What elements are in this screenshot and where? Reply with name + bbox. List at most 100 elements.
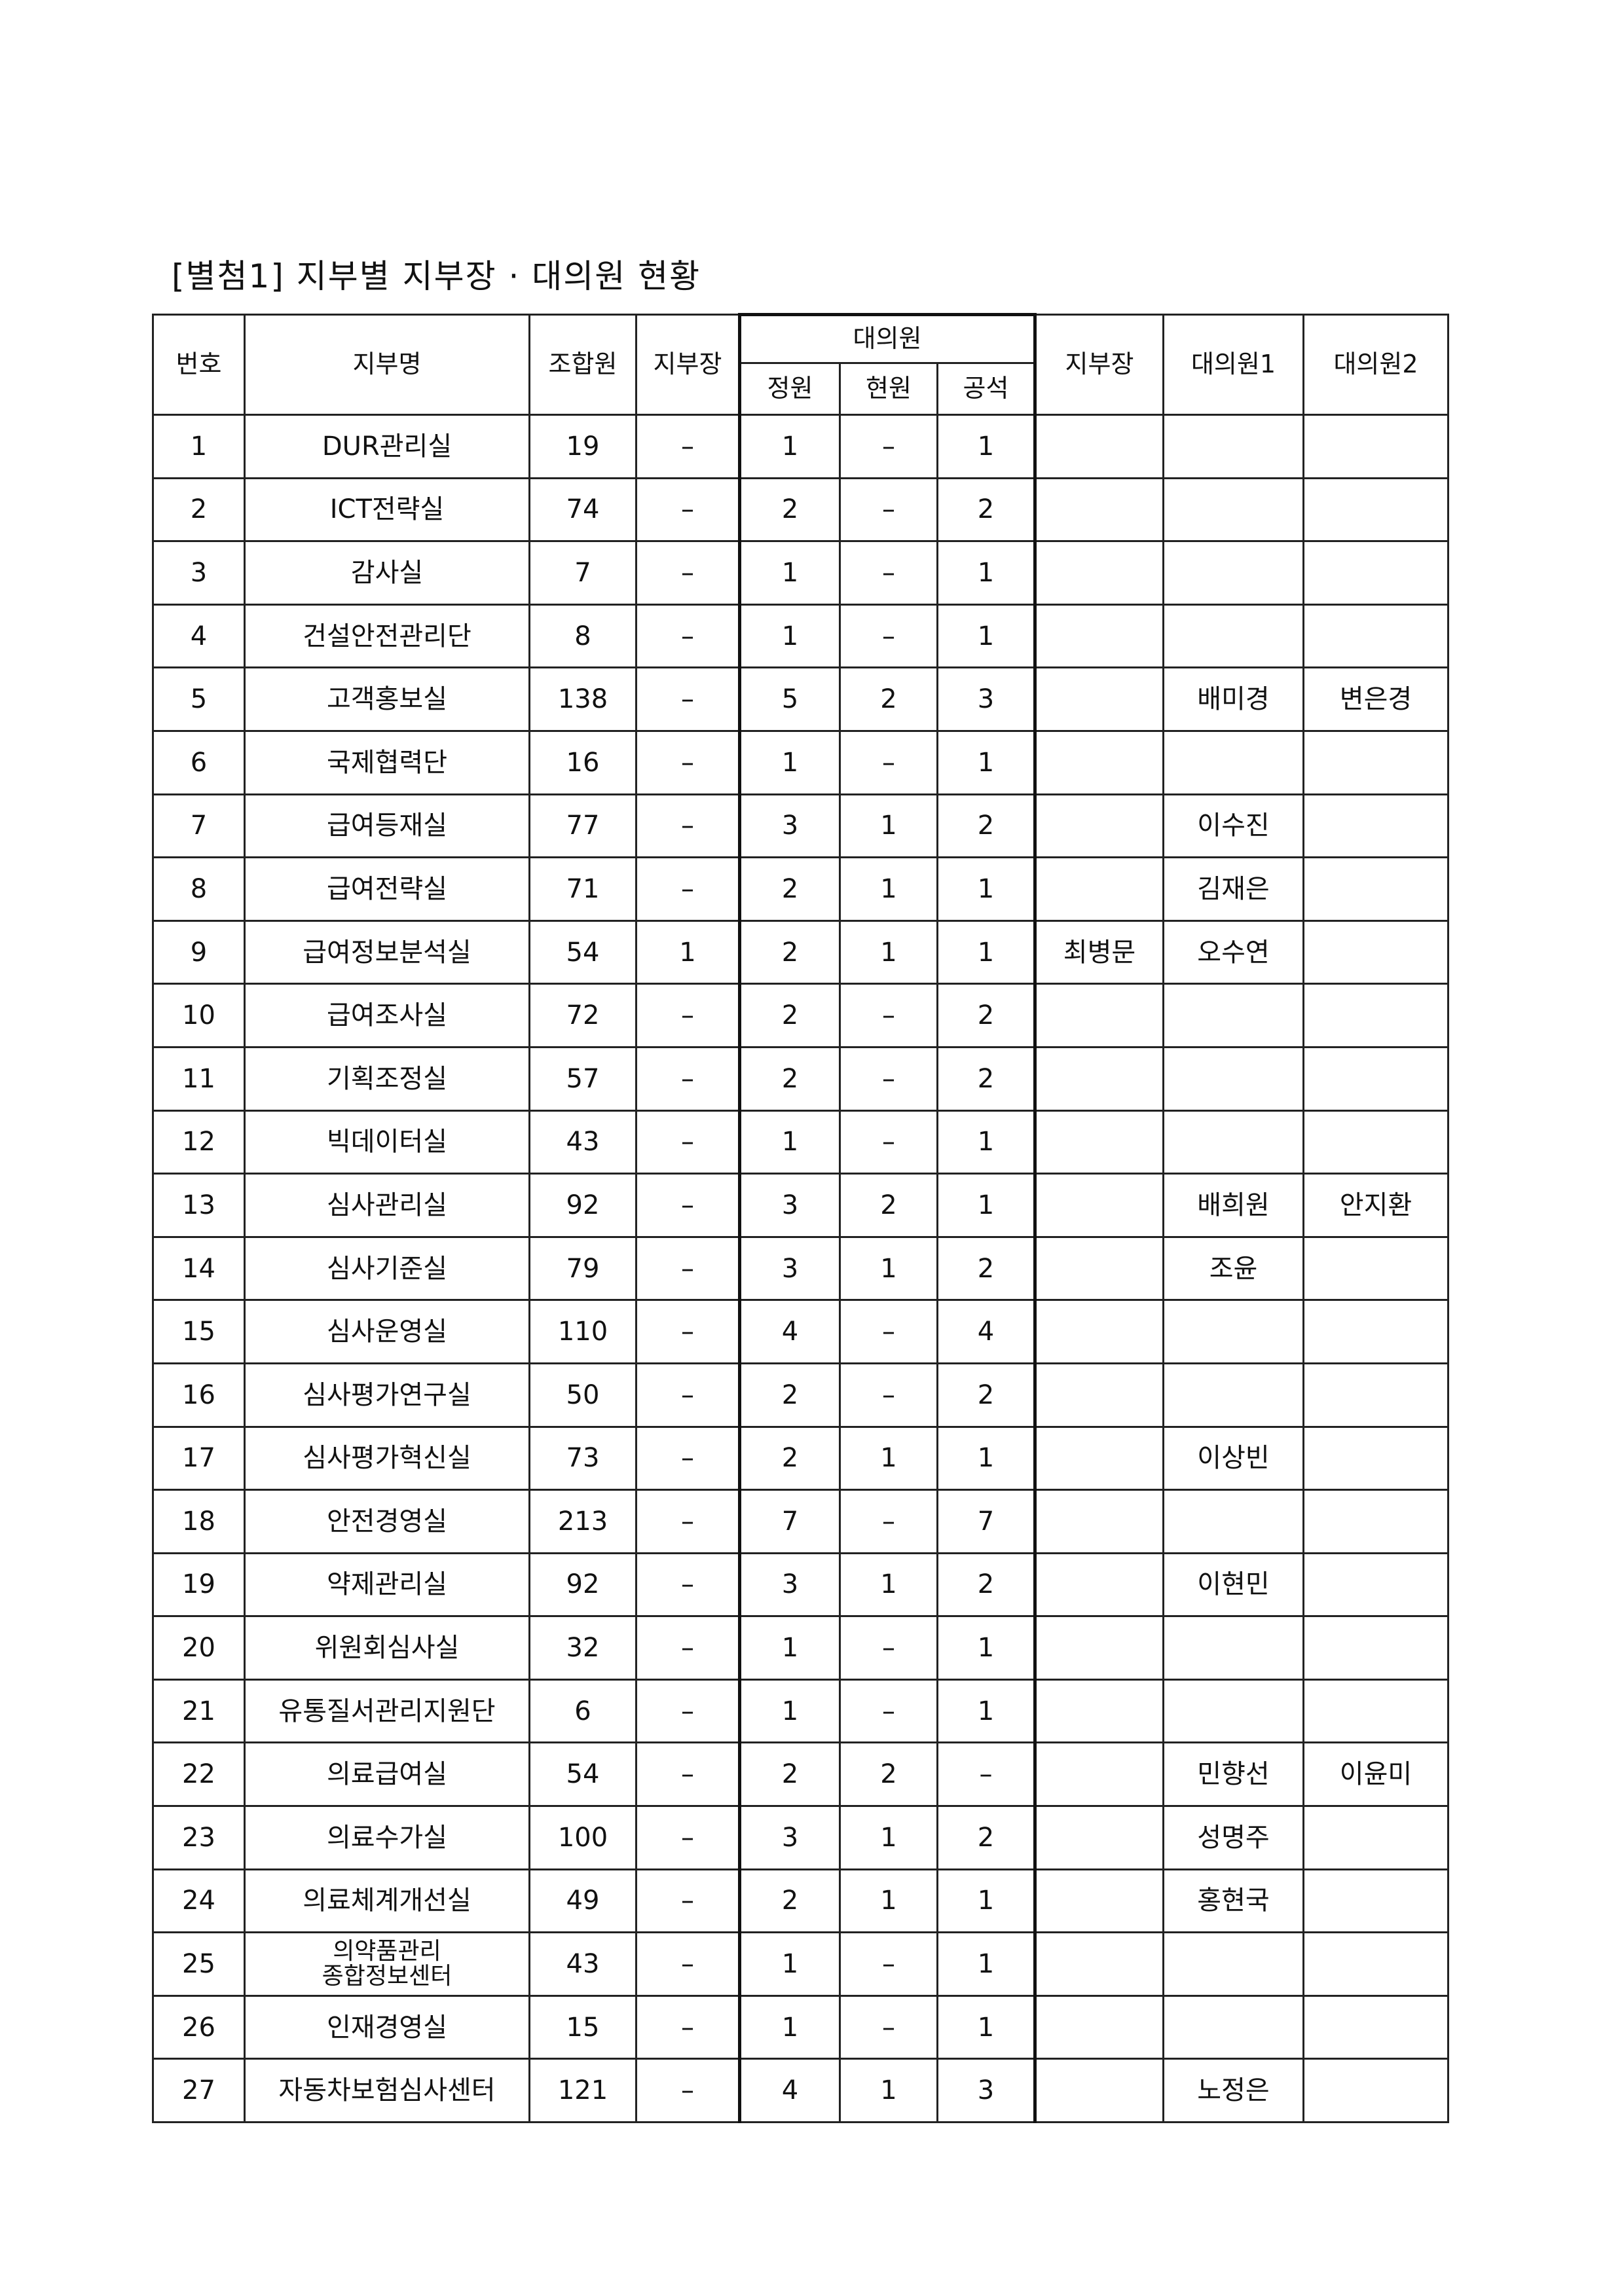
cell-delegate1: 조윤 (1162, 1235, 1304, 1302)
cell-chief-count: – (635, 1615, 741, 1681)
cell-quota: 1 (738, 1678, 841, 1744)
cell-vacancy: 1 (936, 1931, 1037, 1997)
cell-chief-name (1034, 1489, 1164, 1554)
table-row: 18 안전경영실 213–7–7 (152, 1489, 1449, 1554)
cell-no: 7 (152, 793, 246, 859)
branch-delegate-table: 번호 지부명 조합원 지부장 대의원 지부장 대의원1 대의원2 정원 현원 공… (152, 313, 1449, 2124)
cell-current: – (839, 1299, 938, 1364)
cell-no: 17 (152, 1425, 246, 1491)
cell-chief-count: – (635, 983, 741, 1048)
cell-chief-name (1034, 1425, 1164, 1491)
cell-vacancy: 1 (936, 919, 1037, 985)
cell-quota: 3 (738, 1235, 841, 1302)
cell-vacancy: 2 (936, 477, 1037, 543)
cell-delegate1 (1162, 1362, 1304, 1428)
cell-no: 4 (152, 603, 246, 669)
cell-delegate1 (1162, 1109, 1304, 1175)
cell-delegate1 (1162, 477, 1304, 543)
cell-delegate2 (1302, 1868, 1449, 1934)
cell-current: 2 (839, 1741, 938, 1808)
cell-members: 71 (528, 856, 637, 922)
cell-branch: 유통질서관리지원단 (244, 1678, 530, 1744)
cell-current: – (839, 414, 938, 479)
cell-current: – (839, 1994, 938, 2060)
cell-current: – (839, 1109, 938, 1175)
cell-members: 121 (528, 2058, 637, 2124)
cell-chief-count: – (635, 1931, 741, 1997)
cell-current: – (839, 540, 938, 606)
cell-no: 8 (152, 856, 246, 922)
table-row: 10 급여조사실 72–2–2 (152, 983, 1449, 1048)
cell-branch: 급여정보분석실 (244, 919, 530, 985)
cell-no: 5 (152, 666, 246, 732)
cell-quota: 5 (738, 666, 841, 732)
cell-chief-name (1034, 2058, 1164, 2124)
cell-chief-name (1034, 1805, 1164, 1870)
cell-members: 213 (528, 1489, 637, 1554)
cell-vacancy: 2 (936, 1046, 1037, 1112)
cell-no: 18 (152, 1489, 246, 1554)
cell-members: 50 (528, 1362, 637, 1428)
cell-delegate2 (1302, 477, 1449, 543)
cell-current: – (839, 477, 938, 543)
cell-no: 22 (152, 1741, 246, 1808)
cell-no: 14 (152, 1235, 246, 1302)
cell-delegate1: 이수진 (1162, 793, 1304, 859)
cell-quota: 1 (738, 1615, 841, 1681)
table-row: 17 심사평가혁신실 73–2 1 1 이상빈 (152, 1425, 1449, 1491)
cell-chief-name (1034, 983, 1164, 1048)
cell-quota: 1 (738, 1931, 841, 1997)
cell-quota: 1 (738, 1109, 841, 1175)
cell-branch: 위원회심사실 (244, 1615, 530, 1681)
header-chief-count: 지부장 (635, 314, 741, 416)
header-branch: 지부명 (244, 314, 530, 416)
cell-chief-name (1034, 856, 1164, 922)
cell-quota: 1 (738, 603, 841, 669)
cell-branch: ICT전략실 (244, 477, 530, 543)
cell-chief-count: – (635, 1678, 741, 1744)
header-chief-name: 지부장 (1034, 314, 1164, 416)
cell-quota: 4 (738, 2058, 841, 2124)
cell-vacancy: 2 (936, 793, 1037, 859)
cell-branch: 심사평가혁신실 (244, 1425, 530, 1491)
cell-branch: 의료급여실 (244, 1741, 530, 1808)
cell-members: 79 (528, 1235, 637, 1302)
cell-quota: 2 (738, 1362, 841, 1428)
cell-delegate2 (1302, 1678, 1449, 1744)
cell-current: 1 (839, 1425, 938, 1491)
cell-chief-name (1034, 414, 1164, 479)
cell-branch: 의료체계개선실 (244, 1868, 530, 1934)
cell-no: 16 (152, 1362, 246, 1428)
cell-members: 74 (528, 477, 637, 543)
cell-vacancy: 2 (936, 1552, 1037, 1618)
cell-quota: 3 (738, 1552, 841, 1618)
cell-branch: 심사기준실 (244, 1235, 530, 1302)
cell-branch: 급여전략실 (244, 856, 530, 922)
cell-members: 54 (528, 1741, 637, 1808)
header-delegate1: 대의원1 (1162, 314, 1304, 416)
cell-members: 110 (528, 1299, 637, 1364)
cell-quota: 2 (738, 477, 841, 543)
cell-delegate1 (1162, 1615, 1304, 1681)
cell-delegate1: 배희원 (1162, 1173, 1304, 1238)
cell-delegate1: 민향선 (1162, 1741, 1304, 1808)
cell-members: 92 (528, 1173, 637, 1238)
cell-vacancy: 1 (936, 1173, 1037, 1238)
cell-branch: 빅데이터실 (244, 1109, 530, 1175)
cell-vacancy: – (936, 1741, 1037, 1808)
cell-branch: 심사관리실 (244, 1173, 530, 1238)
cell-delegate1 (1162, 540, 1304, 606)
cell-no: 11 (152, 1046, 246, 1112)
cell-current: 1 (839, 919, 938, 985)
cell-branch: 고객홍보실 (244, 666, 530, 732)
cell-current: 1 (839, 1235, 938, 1302)
cell-chief-count: – (635, 540, 741, 606)
cell-vacancy: 1 (936, 540, 1037, 606)
cell-delegate2 (1302, 1931, 1449, 1997)
cell-branch: 급여등재실 (244, 793, 530, 859)
cell-quota: 2 (738, 1046, 841, 1112)
cell-chief-count: – (635, 1489, 741, 1554)
cell-chief-name: 최병문 (1034, 919, 1164, 985)
cell-delegate2: 변은경 (1302, 666, 1449, 732)
cell-members: 77 (528, 793, 637, 859)
